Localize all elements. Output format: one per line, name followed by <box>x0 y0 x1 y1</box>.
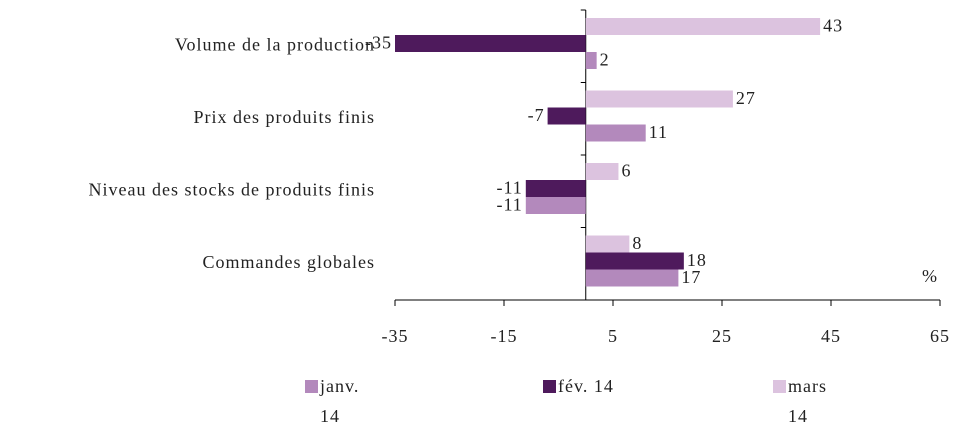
legend-label: janv. 14 <box>320 376 360 426</box>
legend-swatch <box>773 380 786 393</box>
category-label: Niveau des stocks de produits finis <box>89 179 375 199</box>
value-label: 43 <box>823 16 843 36</box>
bar <box>585 124 646 142</box>
value-label: -35 <box>365 33 392 53</box>
bar <box>525 197 586 214</box>
legend-label: mars 14 <box>788 376 827 426</box>
bar <box>585 163 619 180</box>
legend-item: fév. 14 <box>543 376 616 401</box>
x-tick-label: 5 <box>608 326 618 346</box>
value-label: 17 <box>681 267 701 287</box>
category-label: Commandes globales <box>203 252 375 272</box>
bar <box>525 180 586 197</box>
value-label: -7 <box>528 105 545 125</box>
x-tick-label: -15 <box>491 326 518 346</box>
x-tick-label: -35 <box>382 326 409 346</box>
x-tick-label: 45 <box>821 326 841 346</box>
legend-swatch <box>543 380 556 393</box>
value-label: 27 <box>736 88 756 108</box>
bar <box>547 107 586 125</box>
legend-label: fév. 14 <box>558 376 614 396</box>
unit-label: % <box>922 266 938 286</box>
category-label: Prix des produits finis <box>193 107 375 127</box>
bar <box>395 35 586 52</box>
value-label: 6 <box>621 161 631 181</box>
value-label: -11 <box>496 195 522 215</box>
x-tick-label: 65 <box>930 326 950 346</box>
bar <box>585 18 821 35</box>
bar <box>585 252 684 270</box>
value-label: 8 <box>632 233 642 253</box>
legend-swatch <box>305 380 318 393</box>
value-label: -11 <box>496 178 522 198</box>
bar <box>585 235 630 253</box>
x-tick-label: 25 <box>712 326 732 346</box>
legend-item: janv. 14 <box>305 376 378 431</box>
category-label: Volume de la production <box>175 34 375 54</box>
bar <box>585 90 733 108</box>
value-label: 11 <box>649 122 668 142</box>
bar <box>585 52 597 69</box>
value-label: 2 <box>600 50 610 70</box>
value-label: 18 <box>687 250 707 270</box>
bar <box>585 269 679 287</box>
legend-item: mars 14 <box>773 376 846 431</box>
